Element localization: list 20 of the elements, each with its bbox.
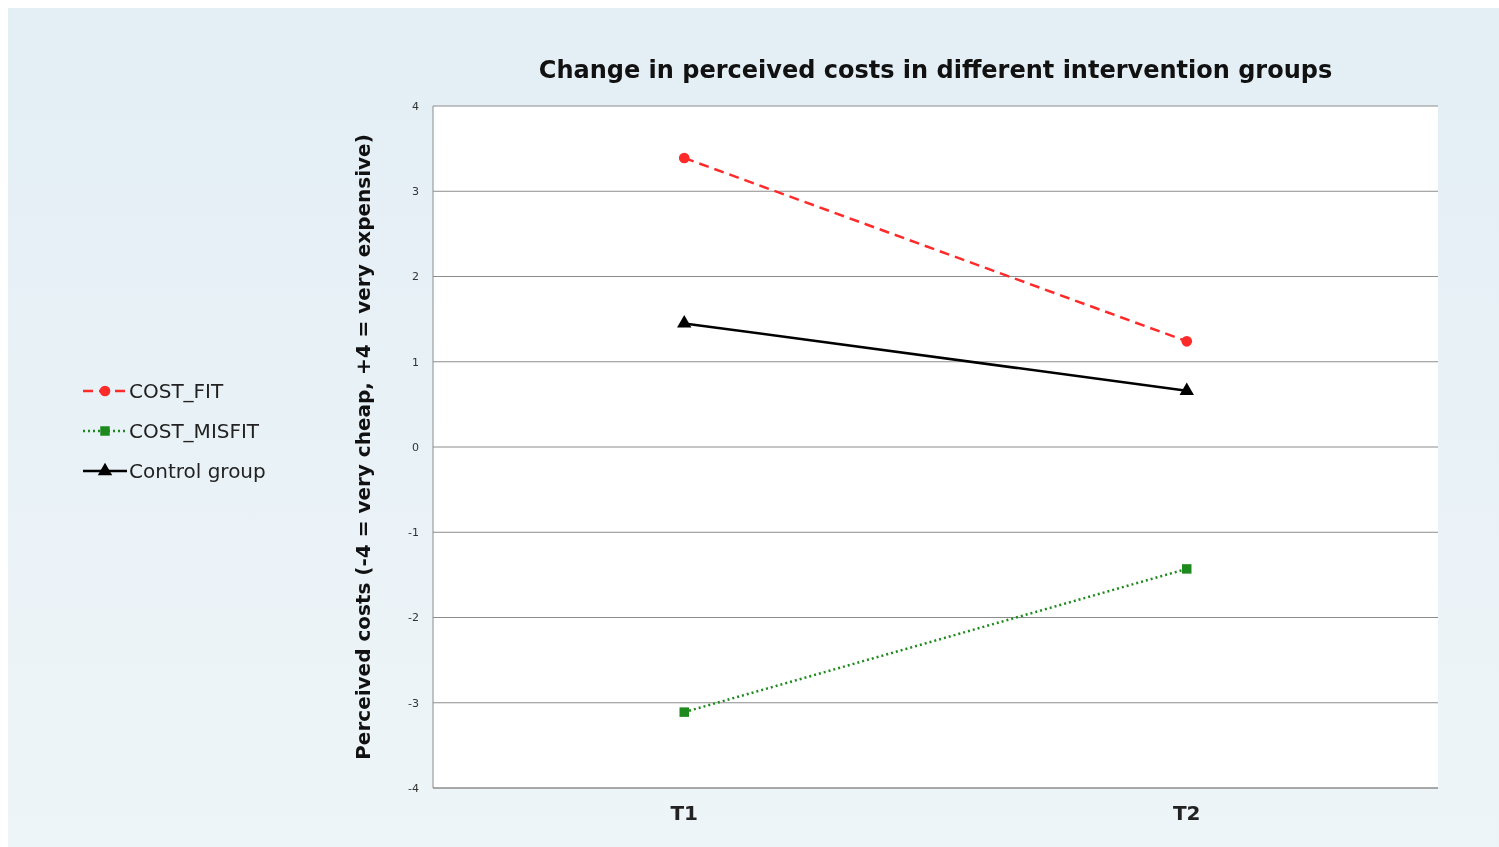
y-tick-label: 3 xyxy=(412,185,419,199)
point xyxy=(678,152,690,164)
legend-label: COST_FIT xyxy=(129,379,225,403)
y-tick-label: 2 xyxy=(412,270,419,284)
y-tick-label: -1 xyxy=(408,526,419,540)
y-axis-title: Perceived costs (-4 = very cheap, +4 = very expensive) xyxy=(351,134,375,760)
y-tick-label: 0 xyxy=(412,440,419,454)
x-tick-label: T1 xyxy=(670,801,699,825)
chart-title: Change in perceived costs in different intervention groups xyxy=(538,56,1333,84)
x-tick-label: T2 xyxy=(1172,801,1201,825)
legend-label: Control group xyxy=(129,459,266,483)
point xyxy=(1181,335,1193,347)
y-tick-label: -2 xyxy=(408,611,419,625)
legend-label: COST_MISFIT xyxy=(129,419,260,443)
y-tick-label: 1 xyxy=(412,355,419,369)
point xyxy=(1182,564,1192,574)
point xyxy=(679,707,689,717)
y-tick-label: -4 xyxy=(408,781,419,795)
y-tick-label: -3 xyxy=(408,696,419,710)
y-tick-label: 4 xyxy=(412,99,419,113)
